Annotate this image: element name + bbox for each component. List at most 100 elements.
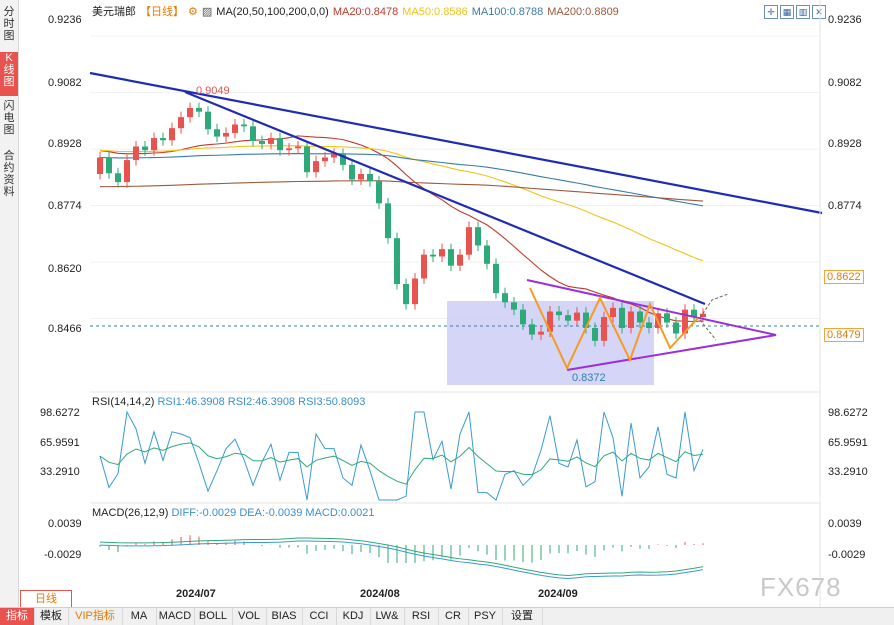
price-tick-2: 0.8928 <box>48 138 82 150</box>
price-tick-4: 0.8620 <box>48 263 82 275</box>
candle-body <box>286 148 292 151</box>
candle-body <box>682 309 688 334</box>
candle-body <box>511 302 517 310</box>
candle-body <box>421 254 427 279</box>
tab-cci[interactable]: CCI <box>302 608 337 625</box>
main-header: 美元瑞郎 【日线】 ⚙ ▨ MA(20,50,100,200,0,0) MA20:0.84… <box>92 3 623 19</box>
right-price-tick-3: 0.8774 <box>828 200 862 212</box>
period-label: 【日线】 <box>140 6 184 18</box>
candle-body <box>313 161 319 173</box>
upper-price-tag: 0.8622 <box>824 270 864 284</box>
candle-body <box>574 312 580 321</box>
gear-icon[interactable]: ⚙ <box>188 6 198 18</box>
candle-body <box>547 311 553 332</box>
ma20-value: MA20:0.8478 <box>332 6 399 18</box>
tab-settings[interactable]: 设置 <box>502 608 543 625</box>
price-tick-1: 0.9082 <box>48 77 82 89</box>
date-label-1: 2024/08 <box>360 588 400 600</box>
dea-value: DEA:-0.0039 <box>239 507 303 519</box>
right-price-tick-2: 0.8928 <box>828 138 862 150</box>
candle-body <box>358 174 364 180</box>
candle-body <box>169 128 175 141</box>
tab-kline[interactable]: K线图 <box>0 52 18 96</box>
crosshair-icon[interactable]: ✛ <box>764 5 778 19</box>
candle-body <box>610 307 616 317</box>
ma20-line <box>99 135 704 323</box>
candle-body <box>196 108 202 112</box>
macd-params: MACD(26,12,9) <box>92 507 169 519</box>
candle-body <box>520 309 526 325</box>
tab-lw[interactable]: LW& <box>370 608 405 625</box>
candle-body <box>205 111 211 130</box>
tab-vol[interactable]: VOL <box>232 608 267 625</box>
triangle-pattern <box>526 279 777 371</box>
candle-body <box>430 254 436 257</box>
current-price-tag: 0.8479 <box>824 328 864 342</box>
rsi-header: RSI(14,14,2) RSI1:46.3908 RSI2:46.3908 R… <box>92 396 365 408</box>
tab-contract-info[interactable]: 合约资料 <box>3 150 15 198</box>
layout-icon[interactable]: ▥ <box>796 5 810 19</box>
candle-body <box>529 324 535 335</box>
candle-body <box>403 284 409 305</box>
rsi-tick-0: 98.6272 <box>40 407 80 419</box>
candle-body <box>223 132 229 137</box>
candle-body <box>691 309 697 317</box>
close-icon[interactable]: ✕ <box>812 5 826 19</box>
tab-template[interactable]: 模板 <box>34 608 69 625</box>
symbol-name: 美元瑞郎 <box>92 6 136 18</box>
macd-right-tick-0: 0.0039 <box>828 518 862 530</box>
candle-body <box>367 174 373 182</box>
tab-timeshare[interactable]: 分时图 <box>3 6 15 42</box>
candle-body <box>394 238 400 284</box>
date-label-2: 2024/09 <box>538 588 578 600</box>
tab-boll[interactable]: BOLL <box>194 608 233 625</box>
candle-body <box>448 249 454 266</box>
candle-body <box>592 328 598 341</box>
tab-indicator[interactable]: 指标 <box>0 608 35 625</box>
tab-rsi[interactable]: RSI <box>404 608 439 625</box>
candle-body <box>601 317 607 341</box>
candle-body <box>133 146 139 161</box>
diff-value: DIFF:-0.0029 <box>171 507 237 519</box>
candle-body <box>646 322 652 328</box>
tab-cr[interactable]: CR <box>438 608 469 625</box>
candle-body <box>151 138 157 151</box>
tab-macd[interactable]: MACD <box>156 608 195 625</box>
ma100-line <box>99 153 704 207</box>
period-selector[interactable]: 日线 <box>20 590 72 608</box>
rsi-right-tick-2: 33.2910 <box>828 466 868 478</box>
right-price-tick-0: 0.9236 <box>828 14 862 26</box>
candle-body <box>340 153 346 165</box>
candle-body <box>160 138 166 141</box>
tab-ma[interactable]: MA <box>122 608 157 625</box>
candle-body <box>664 313 670 323</box>
candle-body <box>556 311 562 316</box>
candle-body <box>214 129 220 137</box>
tab-bias[interactable]: BIAS <box>266 608 303 625</box>
candle-body <box>232 124 238 133</box>
chart-tools: ✛ ▦ ▥ ✕ <box>762 2 826 20</box>
date-label-0: 2024/07 <box>176 588 216 600</box>
grid-icon[interactable]: ▦ <box>780 5 794 19</box>
macd-value: MACD:0.0021 <box>305 507 375 519</box>
candle-body <box>349 164 355 180</box>
zigzag-pattern <box>529 287 699 371</box>
candle-body <box>475 227 481 246</box>
tab-psy[interactable]: PSY <box>468 608 503 625</box>
candle-body <box>187 108 193 118</box>
rsi2-value: RSI2:46.3908 <box>227 396 296 408</box>
indicator-tabs: 指标 模板 VIP指标 MA MACD BOLL VOL BIAS CCI KD… <box>0 607 894 625</box>
rsi-tick-2: 33.2910 <box>40 466 80 478</box>
candle-body <box>277 138 283 151</box>
upper-trendline <box>89 71 823 215</box>
ma-params: MA(20,50,100,200,0,0) <box>216 6 329 18</box>
tab-vip-indicator[interactable]: VIP指标 <box>68 608 123 625</box>
projection-arrow <box>699 293 729 319</box>
right-price-tick-1: 0.9082 <box>828 77 862 89</box>
price-tick-0: 0.9236 <box>48 14 82 26</box>
ma-icon[interactable]: ▨ <box>201 6 213 18</box>
price-tick-3: 0.8774 <box>48 200 82 212</box>
tab-kdj[interactable]: KDJ <box>336 608 371 625</box>
ma200-value: MA200:0.8809 <box>547 6 619 18</box>
tab-flash[interactable]: 闪电图 <box>3 100 15 136</box>
